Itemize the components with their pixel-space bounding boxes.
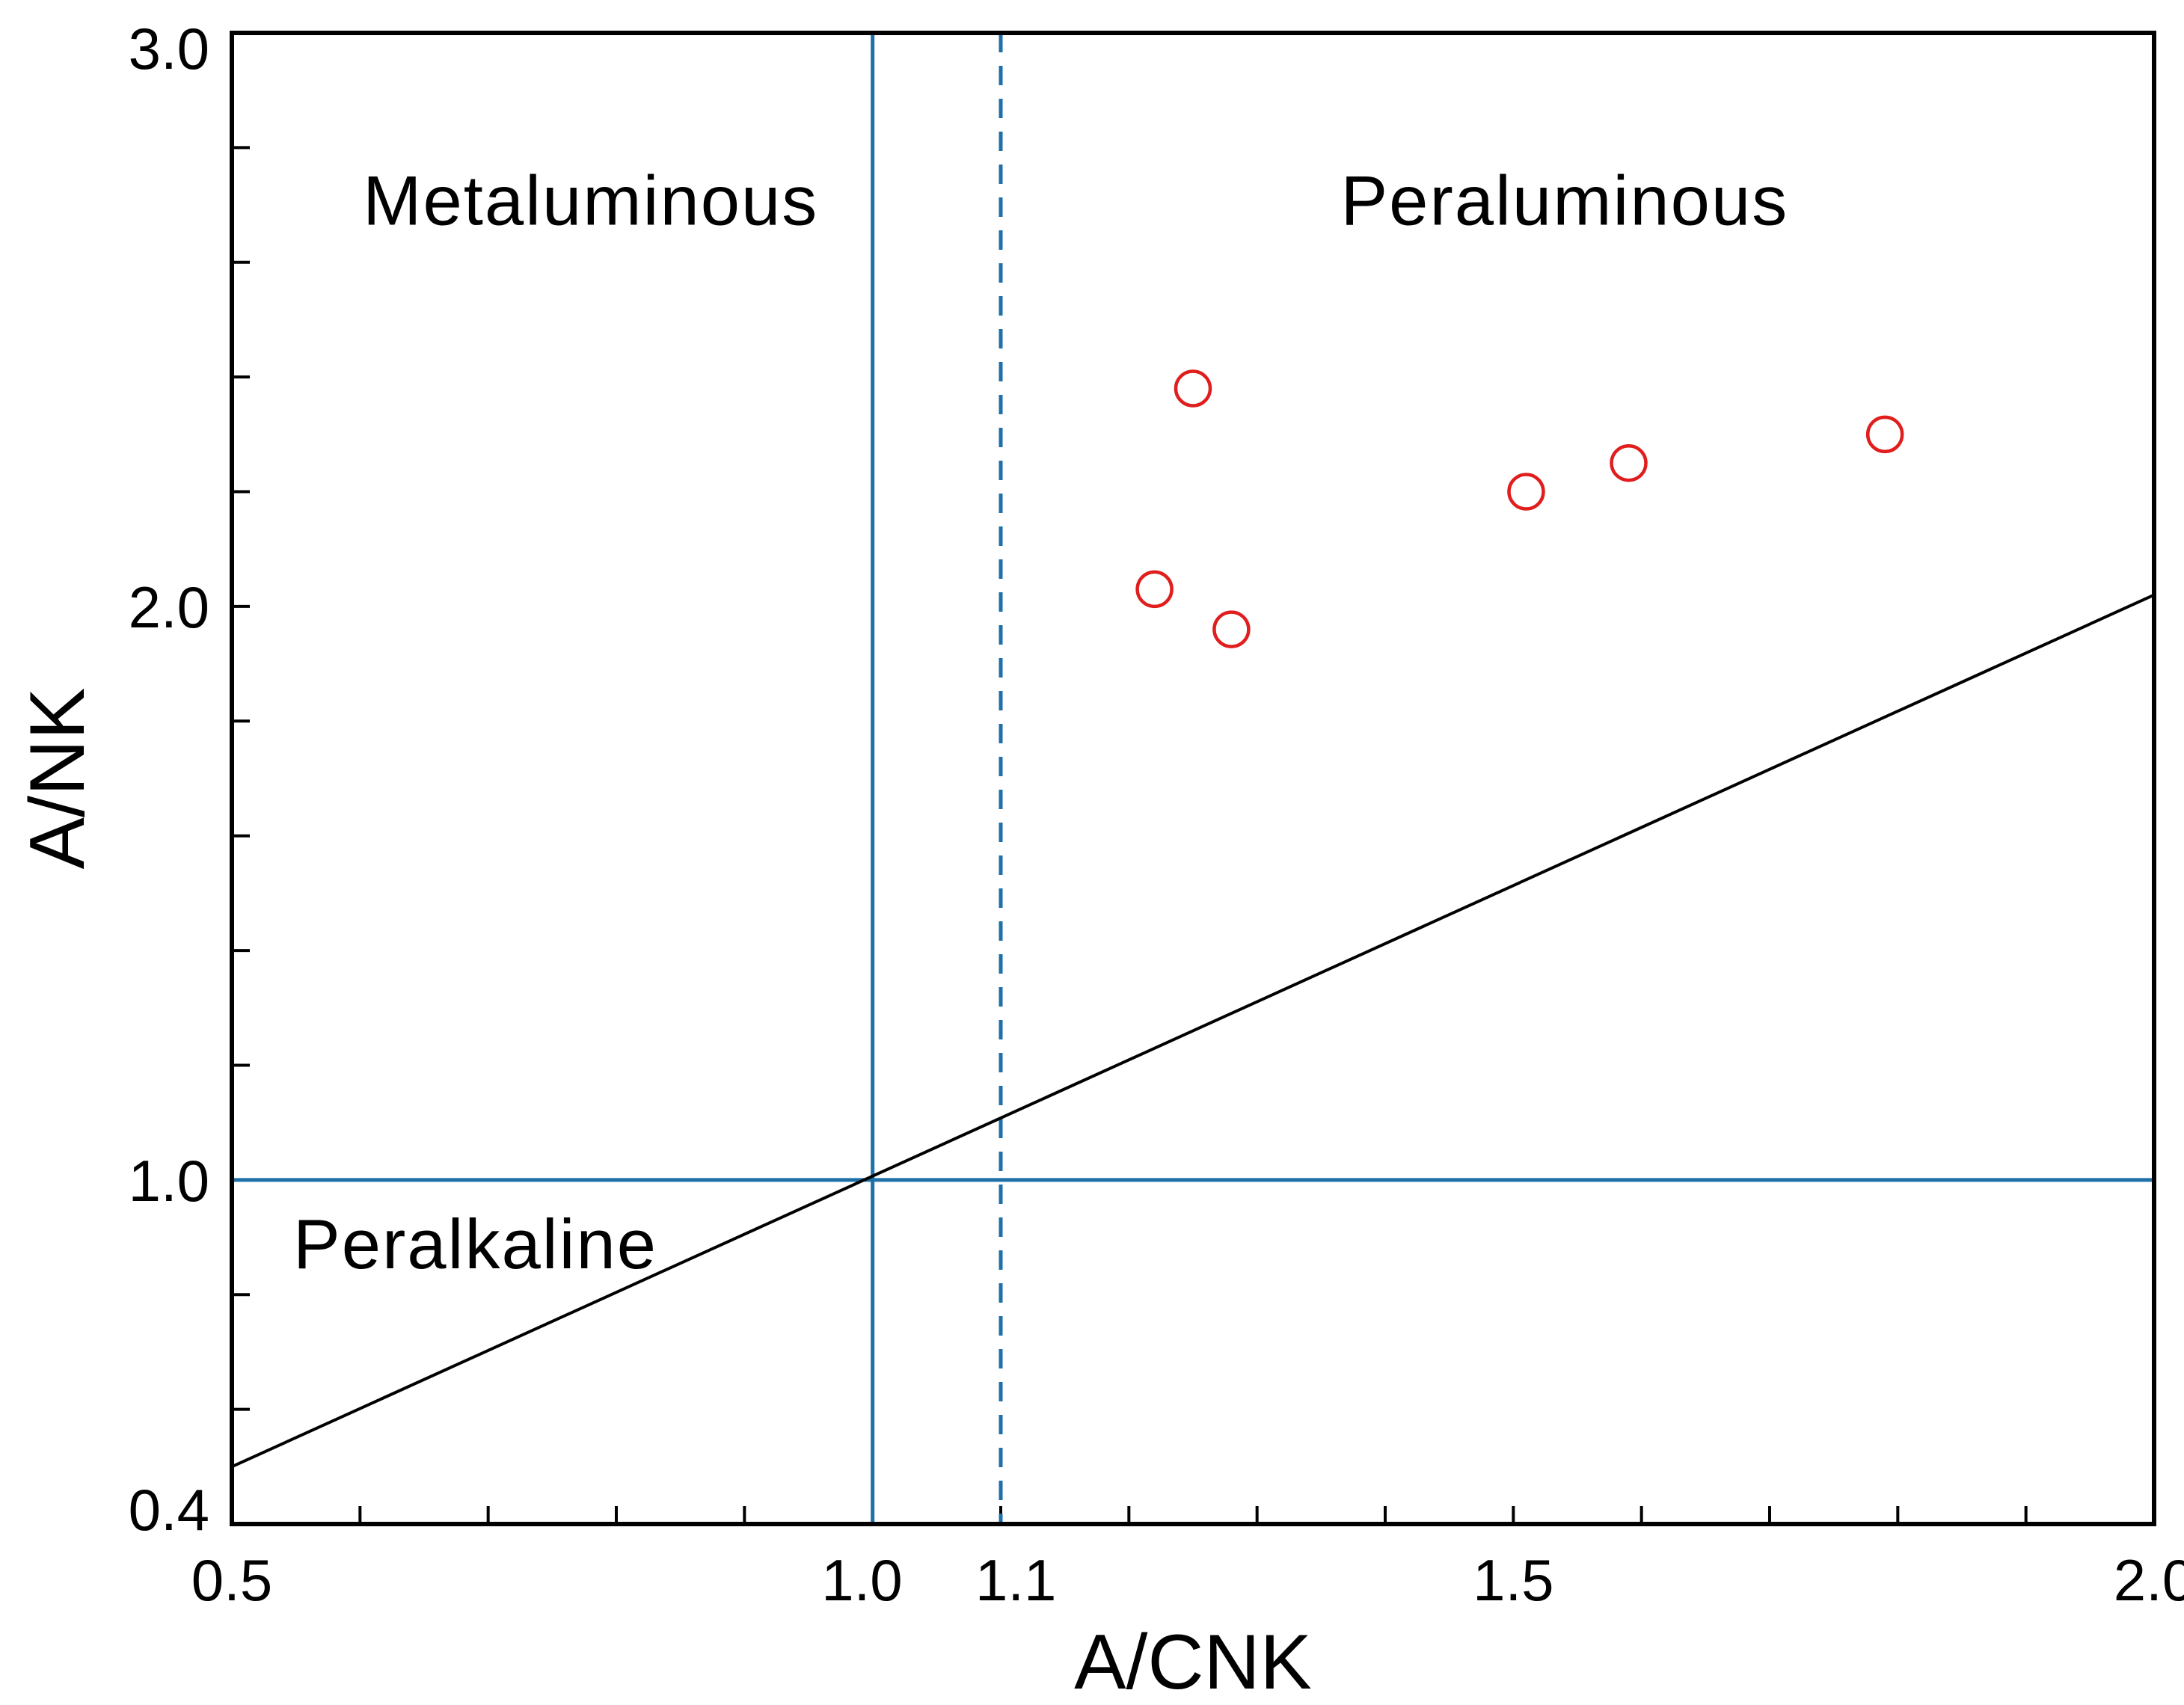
reference-lines bbox=[231, 33, 2155, 1524]
minor-ticks bbox=[232, 146, 2028, 1524]
data-point bbox=[1865, 415, 1904, 454]
x-tick-labels: 0.5 1.0 1.1 1.5 2.0 bbox=[191, 1547, 2184, 1613]
data-point bbox=[1135, 570, 1174, 609]
y-tick-label: 3.0 bbox=[129, 16, 209, 82]
data-point bbox=[1610, 443, 1648, 482]
region-labels: Metaluminous Peraluminous Peralkaline bbox=[293, 161, 1788, 1283]
region-label-peralkaline: Peralkaline bbox=[293, 1205, 657, 1283]
y-axis-title: A/NK bbox=[14, 688, 101, 870]
y-tick-label: 0.4 bbox=[129, 1477, 209, 1543]
plot-frame bbox=[230, 31, 2156, 1526]
x-tick-label: 2.0 bbox=[2114, 1547, 2184, 1613]
sample-points bbox=[1135, 369, 1904, 648]
data-point bbox=[1174, 369, 1212, 408]
region-label-metaluminous: Metaluminous bbox=[363, 161, 818, 239]
x-tick-label: 0.5 bbox=[191, 1547, 272, 1613]
x-tick-label: 1.1 bbox=[975, 1547, 1056, 1613]
y-tick-label: 2.0 bbox=[129, 574, 209, 640]
region-label-peraluminous: Peraluminous bbox=[1340, 161, 1788, 239]
data-point bbox=[1507, 473, 1545, 511]
y-tick-labels: 0.4 1.0 2.0 3.0 bbox=[129, 16, 209, 1543]
x-tick-label: 1.0 bbox=[821, 1547, 902, 1613]
y-tick-label: 1.0 bbox=[129, 1148, 209, 1214]
x-tick-label: 1.5 bbox=[1473, 1547, 1553, 1613]
diagonal-boundary-line bbox=[231, 593, 2155, 1469]
data-point bbox=[1212, 610, 1251, 648]
x-axis-title: A/CNK bbox=[1074, 1619, 1312, 1705]
